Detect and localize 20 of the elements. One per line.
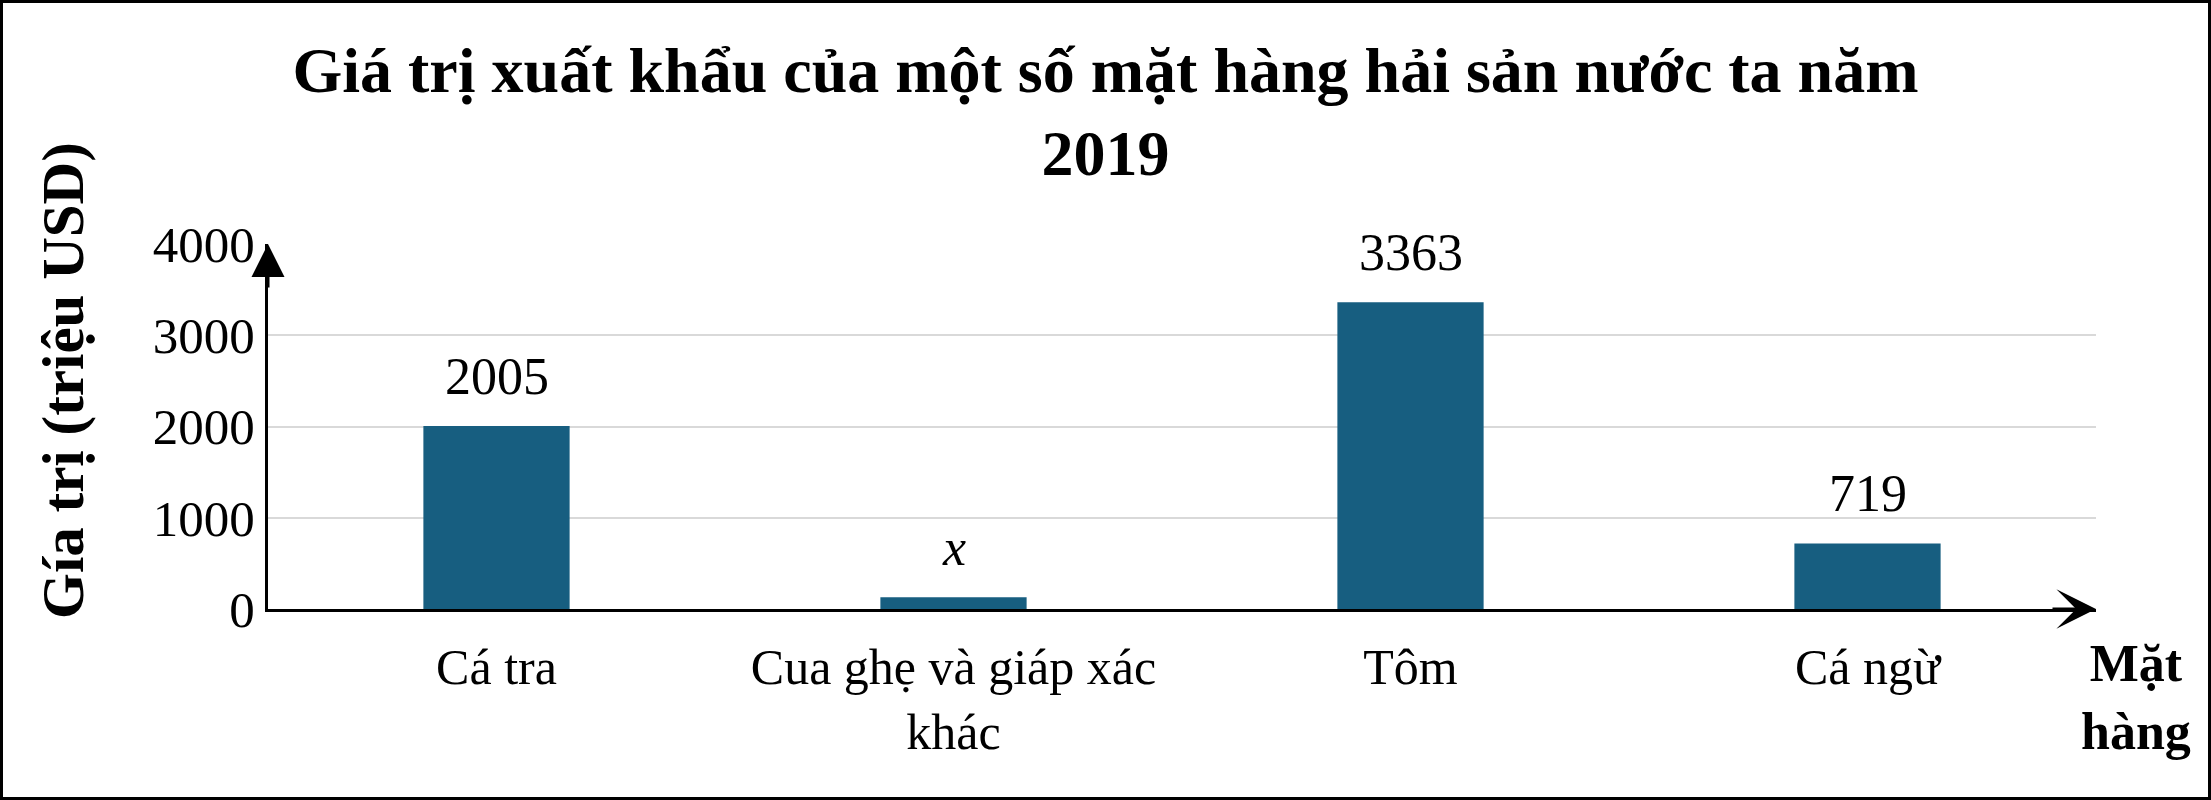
y-axis-title: Gía trị (triệu USD) [30, 142, 96, 619]
data-label: 719 [1829, 465, 1907, 522]
y-tick-label: 1000 [152, 490, 255, 547]
y-tick-label: 0 [229, 581, 255, 638]
data-label: 2005 [445, 348, 549, 405]
data-label: x [942, 519, 967, 576]
x-tick-label: Cá ngừ [1794, 639, 1942, 695]
bar [1794, 543, 1941, 609]
x-axis-title: Mặt hàng [2081, 635, 2191, 760]
bar [423, 426, 570, 609]
x-tick-label: Cua ghẹ và giáp xác khác [750, 639, 1157, 760]
data-label: 3363 [1359, 224, 1463, 281]
x-tick-label: Cá tra [436, 639, 557, 695]
y-tick-label: 3000 [152, 308, 255, 365]
y-tick-label: 2000 [152, 399, 255, 456]
bar [1337, 302, 1484, 609]
chart-title: Giá trị xuất khẩu của một số mặt hàng hải sản nước ta năm 2019 [292, 35, 1919, 190]
y-tick-label: 4000 [152, 216, 255, 273]
x-tick-label: Tôm [1363, 639, 1458, 695]
bar [880, 597, 1027, 609]
